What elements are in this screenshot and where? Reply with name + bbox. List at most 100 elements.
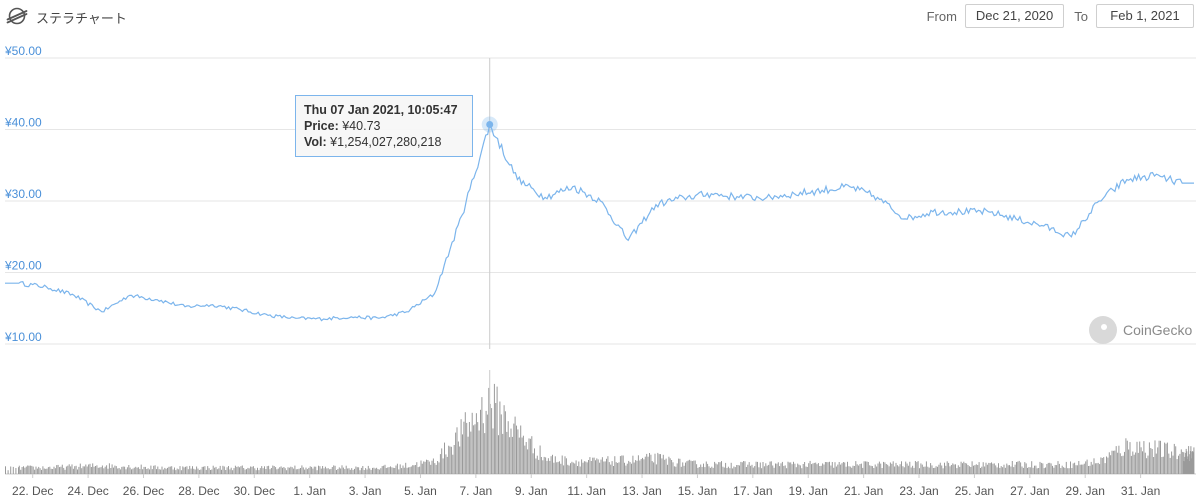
volume-bar (543, 456, 545, 474)
volume-bar (1186, 451, 1188, 474)
volume-bar (977, 465, 979, 474)
volume-bar (248, 468, 250, 474)
volume-bar (216, 469, 218, 474)
volume-bar (204, 466, 206, 474)
volume-bar (809, 460, 811, 474)
volume-bar (725, 462, 727, 474)
volume-bar (600, 459, 602, 474)
volume-bar (1185, 448, 1187, 474)
volume-bar (68, 464, 70, 474)
volume-bar (200, 469, 202, 474)
volume-bar (302, 467, 304, 474)
volume-bar (1129, 442, 1131, 474)
volume-bar (696, 464, 698, 474)
volume-bar (1135, 452, 1137, 474)
volume-bar (221, 469, 222, 474)
tooltip-price-label: Price: (304, 119, 339, 133)
volume-bar (95, 466, 96, 474)
volume-bar (329, 469, 331, 474)
volume-bar (1094, 463, 1096, 474)
volume-bar (96, 465, 98, 474)
volume-bar (1118, 445, 1120, 474)
volume-bar (701, 466, 703, 474)
volume-bar (1029, 467, 1031, 474)
volume-bar (1172, 455, 1174, 474)
volume-bar (837, 464, 839, 474)
volume-bar (820, 465, 822, 474)
volume-bar (881, 468, 883, 474)
volume-bar (1151, 449, 1153, 474)
volume-bar (1122, 455, 1124, 474)
volume-bar (366, 469, 368, 474)
volume-bar (511, 436, 513, 474)
volume-bar (31, 465, 33, 474)
volume-bar (986, 464, 988, 474)
x-tick-label: 24. Dec (67, 484, 108, 498)
volume-bar (410, 466, 412, 474)
volume-bar (237, 466, 239, 474)
volume-bar (210, 470, 211, 474)
volume-bar (1154, 440, 1156, 474)
volume-bar (1049, 462, 1051, 474)
y-tick-label: ¥20.00 (4, 259, 42, 273)
volume-bar (784, 465, 786, 474)
volume-bar (205, 469, 207, 474)
volume-bar (1139, 441, 1141, 474)
volume-bar (374, 468, 376, 474)
volume-bar (1115, 446, 1117, 474)
volume-bar (651, 461, 653, 474)
volume-bar (1171, 451, 1173, 474)
volume-bar (320, 468, 322, 474)
chart-title: ステラチャート (36, 11, 127, 26)
volume-bar (201, 466, 203, 474)
volume-bar (103, 468, 105, 474)
volume-bar (788, 462, 790, 474)
volume-bar (488, 387, 490, 474)
volume-bar (546, 460, 548, 474)
volume-bar (1093, 458, 1095, 474)
volume-bar (806, 467, 808, 474)
volume-bar (921, 464, 923, 474)
volume-bar (528, 438, 530, 474)
volume-bar (571, 461, 573, 474)
volume-bar (164, 467, 166, 474)
volume-bar (337, 469, 339, 474)
volume-bar (385, 468, 387, 474)
volume-bar (1050, 463, 1052, 474)
to-date-input[interactable]: Feb 1, 2021 (1096, 4, 1194, 28)
volume-bar (532, 453, 534, 474)
volume-bar (930, 463, 932, 474)
volume-bar (1168, 453, 1170, 474)
volume-bar (734, 467, 736, 474)
volume-bar (625, 465, 627, 474)
volume-bar (985, 462, 987, 474)
volume-bar (81, 468, 83, 474)
volume-bar (813, 462, 815, 474)
volume-bar (414, 465, 416, 474)
volume-bar (122, 466, 124, 474)
volume-bar (149, 469, 150, 474)
volume-bar (1124, 451, 1125, 474)
volume-bar (1035, 465, 1037, 474)
volume-bar (65, 466, 67, 474)
volume-bar (1016, 462, 1017, 474)
volume-bar (356, 467, 358, 474)
volume-bar (284, 468, 286, 474)
tooltip-date: Thu 07 Jan 2021, 10:05:47 (304, 103, 458, 117)
volume-bar (460, 419, 462, 474)
volume-bar (581, 459, 583, 474)
volume-bar (306, 469, 308, 474)
volume-bar (132, 468, 134, 474)
volume-bar (572, 462, 574, 474)
volume-bar (766, 465, 768, 474)
volume-bar (705, 461, 707, 474)
y-tick-label: ¥40.00 (4, 116, 42, 130)
volume-bar (1004, 467, 1006, 474)
volume-bar (1038, 468, 1040, 474)
volume-bar (1017, 461, 1019, 474)
from-date-input[interactable]: Dec 21, 2020 (964, 4, 1065, 28)
volume-bar (1063, 467, 1065, 474)
volume-bar (563, 465, 565, 474)
volume-bar (341, 465, 343, 474)
